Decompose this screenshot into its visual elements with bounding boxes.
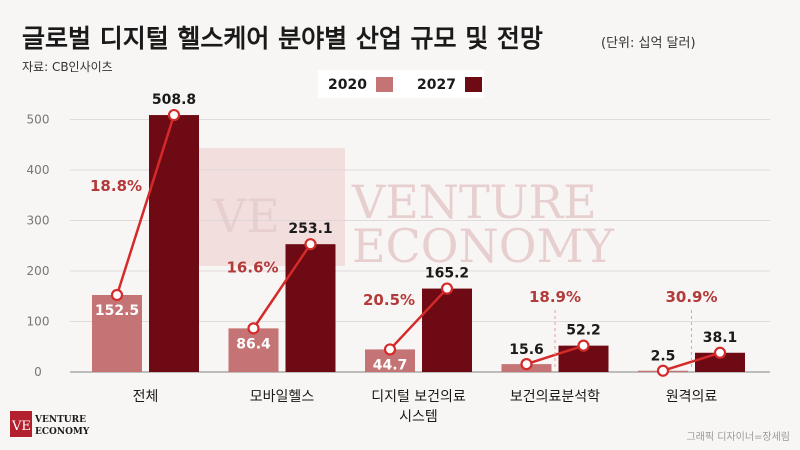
watermark-monogram: VE bbox=[212, 189, 280, 243]
category-label: 모바일헬스 bbox=[250, 389, 315, 405]
footer-logo-monogram: VE bbox=[11, 419, 31, 434]
legend-label-2027: 2027 bbox=[417, 77, 456, 93]
growth-rate-label: 30.9% bbox=[665, 288, 717, 306]
growth-lines bbox=[110, 108, 727, 377]
value-label-2027: 165.2 bbox=[425, 266, 469, 282]
y-tick-label: 100 bbox=[27, 315, 50, 329]
value-label-2027: 253.1 bbox=[288, 221, 332, 237]
designer-credit: 그래픽 디자이너=장세림 bbox=[686, 431, 790, 443]
growth-point-2020 bbox=[520, 358, 533, 371]
bars bbox=[92, 115, 745, 372]
category-label: 디지털 보건의료 bbox=[371, 389, 466, 405]
value-label-2027: 52.2 bbox=[566, 323, 601, 339]
legend-swatch-2020 bbox=[376, 77, 393, 92]
y-tick-label: 500 bbox=[27, 113, 50, 127]
value-label-2027: 508.8 bbox=[152, 92, 196, 108]
value-label-2020: 44.7 bbox=[373, 357, 408, 373]
legend-label-2020: 2020 bbox=[328, 77, 367, 93]
growth-point-2027 bbox=[304, 238, 317, 251]
bar-2027 bbox=[422, 288, 472, 372]
y-tick-label: 300 bbox=[27, 214, 50, 228]
bar-2020 bbox=[92, 294, 142, 372]
y-tick-label: 400 bbox=[27, 163, 50, 177]
growth-connector bbox=[389, 287, 448, 351]
y-axis-ticks: 0 100 200 300 400 500 bbox=[27, 113, 50, 380]
growth-rate-label: 18.8% bbox=[90, 177, 142, 195]
growth-point-2027 bbox=[713, 346, 727, 359]
category-label: 시스템 bbox=[399, 409, 438, 425]
y-tick-label: 200 bbox=[27, 264, 50, 278]
value-label-2027: 38.1 bbox=[703, 330, 738, 346]
growth-rate-label: 20.5% bbox=[363, 291, 415, 309]
footer-logo-mark bbox=[10, 411, 32, 437]
value-label-2020: 15.6 bbox=[509, 342, 544, 358]
growth-connector bbox=[252, 243, 312, 330]
value-label-2020: 152.5 bbox=[95, 303, 139, 319]
growth-point-2020 bbox=[656, 364, 670, 377]
source-note: 자료: CB인사이츠 bbox=[22, 60, 113, 74]
growth-point-2027 bbox=[167, 108, 181, 122]
growth-connector bbox=[115, 114, 176, 296]
watermark: VE VENTURE ECONOMY bbox=[193, 148, 615, 273]
legend-box bbox=[318, 70, 484, 98]
bar-2027 bbox=[149, 115, 199, 372]
value-label-2020: 86.4 bbox=[236, 336, 271, 352]
chart-unit: (단위: 십억 달러) bbox=[601, 36, 696, 51]
footer-logo: VE VENTURE ECONOMY bbox=[10, 411, 90, 437]
legend: 2020 2027 bbox=[318, 70, 484, 98]
legend-swatch-2027 bbox=[465, 77, 482, 92]
growth-rate-label: 16.6% bbox=[227, 258, 279, 276]
growth-point-2027 bbox=[577, 339, 590, 352]
watermark-line1: VENTURE bbox=[351, 175, 597, 229]
watermark-line2: ECONOMY bbox=[352, 219, 615, 273]
bar-2020 bbox=[228, 328, 279, 372]
chart-title: 글로벌 디지털 헬스케어 분야별 산업 규모 및 전망 bbox=[22, 24, 543, 53]
category-label: 보건의료분석학 bbox=[510, 389, 600, 405]
value-label-2020: 2.5 bbox=[651, 349, 676, 365]
growth-connector bbox=[662, 351, 721, 372]
growth-point-2020 bbox=[110, 288, 124, 302]
growth-point-2027 bbox=[440, 282, 454, 295]
bar-2027 bbox=[285, 244, 336, 372]
y-tick-label: 0 bbox=[34, 365, 42, 379]
data-labels: 152.5 508.8 18.8% 86.4 253.1 16.6% 44.7 165.2 20… bbox=[90, 92, 737, 373]
bar-2020 bbox=[365, 349, 415, 372]
footer-logo-line2: ECONOMY bbox=[35, 427, 90, 437]
growth-rate-label: 18.9% bbox=[529, 288, 581, 306]
category-label: 전체 bbox=[133, 389, 159, 405]
footer-logo-line1: VENTURE bbox=[34, 415, 86, 425]
growth-point-2020 bbox=[247, 322, 260, 335]
category-label: 원격의료 bbox=[666, 389, 718, 405]
growth-point-2020 bbox=[383, 343, 397, 356]
